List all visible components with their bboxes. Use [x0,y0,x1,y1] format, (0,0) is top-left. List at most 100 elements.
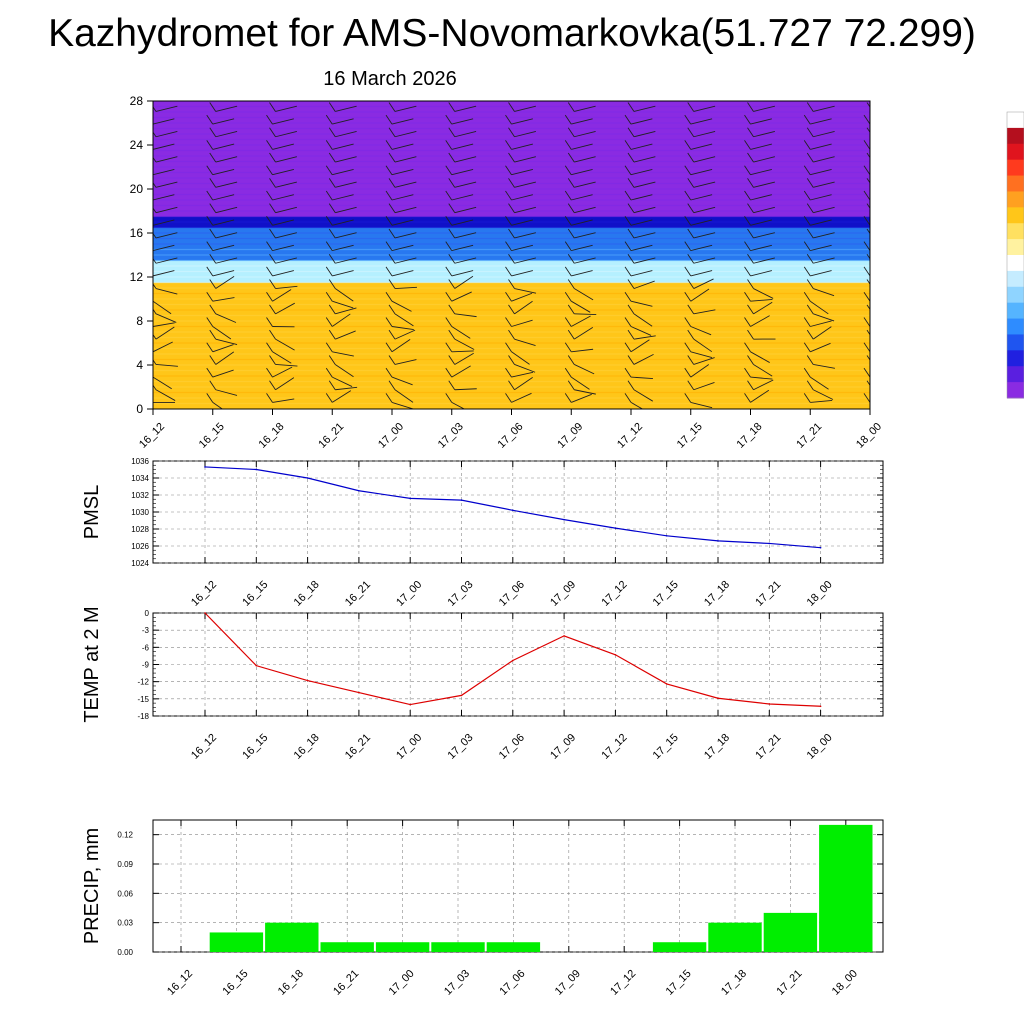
wind-barb [212,344,234,353]
wind-barb [215,105,238,112]
wind-barb [332,168,354,176]
wind-barb [750,389,770,403]
wind-barb [574,156,596,163]
wind-barb [451,365,471,378]
wind-barb-flag [803,266,811,277]
wind-barb-flag [627,178,635,188]
wind-barb-flag [388,127,396,137]
wind-barb-flag [266,165,273,175]
x-tick-label: 17_06 [497,968,527,998]
wind-barb-flag [863,266,870,277]
data-point [409,497,412,500]
wind-barb [574,313,597,315]
wind-barb-flag [567,329,575,340]
wind-barb [394,181,417,188]
wind-barb [813,313,835,322]
x-tick-label: 17_00 [394,732,424,762]
x-tick-label: 16_21 [343,579,373,609]
wind-barb-flag [863,241,870,251]
wind-barb [753,364,773,377]
x-tick-label: 16_21 [343,732,373,762]
wind-barb-flag [325,291,333,302]
wind-barb [514,300,533,315]
x-tick-label: 17_12 [599,732,629,762]
wind-barb [750,143,772,150]
wind-barb-flag [448,178,456,188]
x-tick-label: 17_21 [794,421,824,451]
colorbar-swatch [1007,366,1024,383]
wind-barb-flag [684,241,692,251]
wind-barb [454,105,477,112]
data-point [204,466,206,468]
wind-barb-flag [567,102,575,112]
colorbar-swatch [1007,255,1024,272]
wind-barb [633,389,654,402]
wind-barb-flag [508,102,515,112]
wind-barb [215,181,238,188]
wind-barb-flag [684,190,692,201]
colorbar-swatch [1007,286,1024,304]
wind-barb [571,143,593,150]
wind-barb [574,130,596,138]
wind-barb-flag [388,254,396,264]
wind-barb-flag [266,317,273,327]
x-tick-label: 17_03 [436,421,466,451]
wind-barb [873,339,895,343]
cross-section-panel: 0 4 8 12 16 20 24 28 16_12 16_15 16_18 16_21 17_00 17… [130,94,895,451]
wind-barb [571,194,593,201]
wind-barb-flag [209,304,217,315]
wind-barb [153,219,175,226]
data-point [563,635,565,637]
y-tick-label: 1028 [131,525,149,534]
data-point [204,612,206,614]
x-tick-label: 18_00 [854,421,884,451]
x-tick-label: 17_03 [446,579,476,609]
wind-barb [391,339,411,353]
wind-barb [693,357,715,365]
wind-barb [633,335,656,340]
wind-barb [454,388,477,391]
wind-barb-flag [505,190,512,201]
wind-barb-flag [385,266,393,277]
wind-barb [693,257,716,264]
wind-barb [215,313,237,323]
x-tick-label: 16_21 [331,968,361,998]
wind-barb-flag [153,401,154,403]
wind-barb [514,376,533,391]
wind-barb [332,376,353,387]
x-tick-label: 17_06 [496,421,526,451]
data-point [460,499,463,501]
wind-barb-flag [153,156,157,163]
wind-barb-flag [567,203,575,213]
wind-barb [514,105,536,112]
wind-barb [272,244,294,252]
wind-barb-flag [747,228,754,239]
wind-barb-flag [564,140,572,150]
wind-barb-flag [505,114,512,125]
wind-barb-flag [269,254,276,264]
wind-barb-flag [388,228,396,239]
wind-barb [215,130,238,138]
wind-barb [394,130,417,138]
wind-barb [750,118,772,125]
y-tick-label: 16 [130,226,144,240]
wind-barb [750,168,772,176]
wind-barb-flag [388,203,396,213]
y-tick-label: -15 [137,695,149,704]
wind-barb [693,105,716,112]
wind-barb-flag [863,342,870,353]
wind-barb-flag [505,165,512,175]
wind-barb [275,285,298,289]
wind-barb-flag [385,190,393,201]
wind-barb-flag [206,241,214,251]
wind-barb-flag [863,317,870,327]
wind-barb-flag [385,317,393,327]
wind-barb [212,297,235,302]
wind-barb-flag [266,393,273,403]
y-tick-label: 24 [130,138,144,152]
colorbar-swatch [1007,207,1024,224]
data-point [614,653,617,656]
wind-barb-flag [508,228,515,239]
wind-barb [633,232,656,239]
